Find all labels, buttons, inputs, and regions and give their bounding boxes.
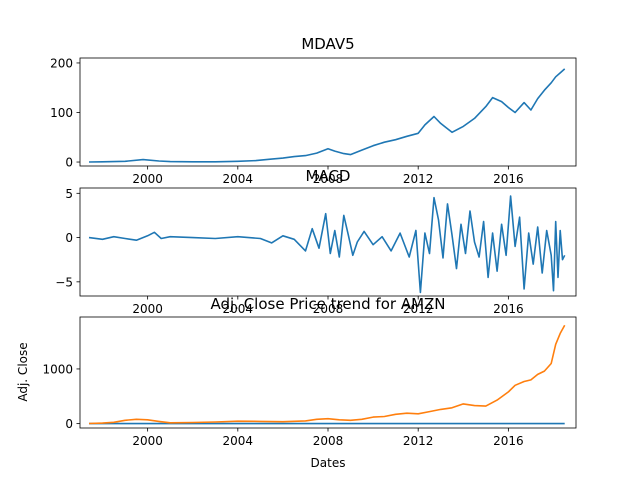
y-tick-label: 0	[65, 156, 73, 170]
x-tick-label: 2004	[223, 302, 254, 316]
x-tick-label: 2016	[493, 302, 524, 316]
x-tick-label: 2012	[403, 172, 434, 186]
x-tick-label: 2012	[403, 434, 434, 448]
y-axis-label: Adj. Close	[16, 342, 30, 401]
x-tick-label: 2000	[132, 302, 163, 316]
x-tick-label: 2008	[313, 434, 344, 448]
y-axis: −5 0 5	[55, 187, 80, 289]
series-group	[88, 68, 566, 163]
chart-macd: MACD 2000 2004 2008 2012 2016 −5 0 5	[55, 167, 577, 316]
y-axis: 0 100 200	[50, 56, 80, 170]
plot-frame	[79, 316, 577, 429]
y-tick-label: 0	[65, 417, 73, 431]
plot-frame	[79, 57, 577, 167]
x-tick-label: 2004	[223, 172, 254, 186]
x-axis: 2000 2004 2008 2012 2016	[132, 428, 524, 448]
y-tick-label: 1000	[42, 362, 73, 376]
chart-adj-close: Adj. Close Price trend for AMZN Adj. Clo…	[16, 295, 577, 470]
x-tick-label: 2016	[493, 172, 524, 186]
series-group	[88, 324, 566, 425]
series-line-0	[88, 195, 566, 294]
chart-title: Adj. Close Price trend for AMZN	[210, 295, 445, 313]
chart-title: MDAV5	[301, 35, 354, 53]
y-tick-label: 100	[50, 106, 73, 120]
y-tick-label: 5	[65, 187, 73, 201]
chart-mdav5: MDAV5 2000 2004 2008 2012 2016 0 100 200	[50, 35, 577, 186]
y-tick-label: 0	[65, 231, 73, 245]
x-tick-label: 2008	[313, 172, 344, 186]
x-tick-label: 2000	[132, 172, 163, 186]
series-line-1	[88, 324, 566, 425]
x-tick-label: 2004	[223, 434, 254, 448]
y-tick-label: 200	[50, 56, 73, 70]
y-tick-label: −5	[55, 275, 73, 289]
chart-title: MACD	[306, 167, 351, 185]
series-line-0	[88, 68, 566, 163]
x-tick-label: 2012	[403, 302, 434, 316]
plot-frame	[79, 187, 577, 297]
x-axis: 2000 2004 2008 2012 2016	[132, 296, 524, 316]
x-tick-label: 2000	[132, 434, 163, 448]
series-group	[88, 195, 566, 294]
y-axis: 0 1000	[42, 362, 80, 431]
x-axis: 2000 2004 2008 2012 2016	[132, 166, 524, 186]
x-axis-label: Dates	[311, 456, 346, 470]
x-tick-label: 2008	[313, 302, 344, 316]
x-tick-label: 2016	[493, 434, 524, 448]
